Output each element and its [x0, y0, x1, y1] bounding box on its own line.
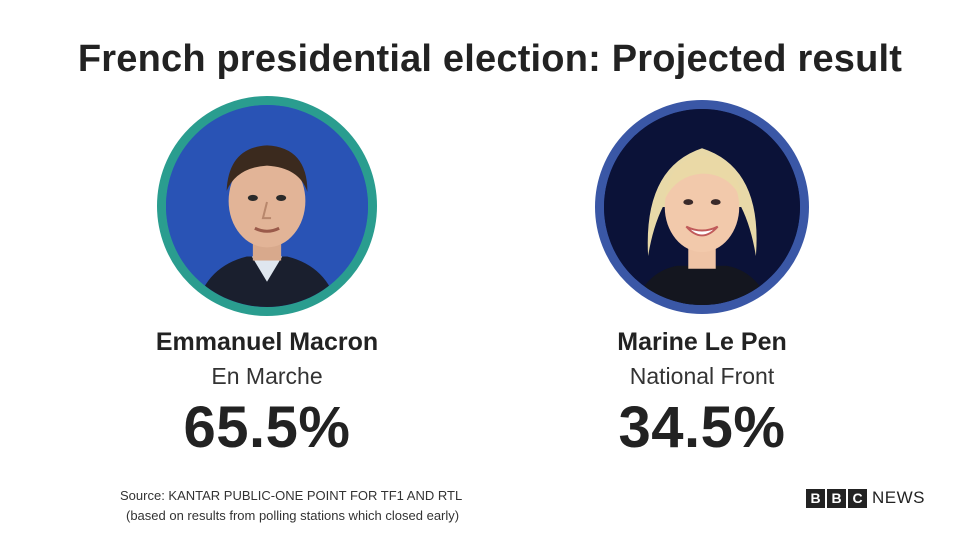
candidate-le-pen: Marine Le Pen National Front 34.5% [552, 96, 852, 461]
candidate-name: Marine Le Pen [617, 328, 787, 356]
bbc-news-logo: B B C NEWS [806, 488, 925, 508]
candidate-percent: 65.5% [183, 395, 351, 460]
candidate-photo-le-pen [595, 100, 809, 314]
logo-letter-b1: B [806, 488, 825, 508]
candidate-party: National Front [629, 363, 775, 389]
candidate-macron: Emmanuel Macron En Marche 65.5% [117, 96, 417, 461]
logo-word-news: NEWS [872, 488, 925, 507]
page-title: French presidential election: Projected … [77, 38, 903, 80]
logo-letter-c: C [848, 488, 867, 508]
source-line: Source: KANTAR PUBLIC-ONE POINT FOR TF1 … [120, 488, 463, 503]
candidate-photo-macron [157, 96, 377, 316]
source-note: Source: KANTAR PUBLIC-ONE POINT FOR TF1 … [120, 488, 580, 528]
macron-portrait-illustration [166, 105, 368, 307]
le-pen-portrait-illustration [604, 109, 800, 305]
candidate-percent: 34.5% [618, 395, 786, 460]
candidate-name: Emmanuel Macron [155, 328, 379, 356]
source-footnote: (based on results from polling stations … [126, 508, 460, 523]
logo-letter-b2: B [827, 488, 846, 508]
candidate-party: En Marche [211, 363, 323, 389]
